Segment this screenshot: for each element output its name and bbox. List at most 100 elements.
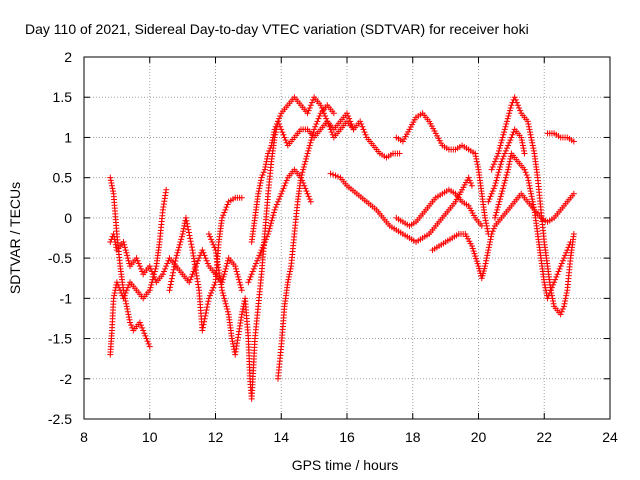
data-point [188, 241, 195, 248]
data-point [551, 279, 558, 286]
data-point [264, 153, 271, 160]
data-point [285, 273, 292, 280]
data-point [302, 185, 309, 192]
series-sat-g [274, 102, 337, 382]
data-point [506, 110, 513, 117]
data-point [306, 196, 313, 203]
data-point [287, 265, 294, 272]
data-point [238, 287, 245, 294]
data-point [517, 107, 524, 114]
data-point [159, 271, 166, 278]
data-point [486, 196, 493, 203]
data-point [329, 131, 336, 138]
data-point [268, 217, 275, 224]
data-point [307, 139, 314, 146]
data-point [209, 239, 216, 246]
x-tick-label: 24 [602, 429, 618, 445]
data-point [284, 279, 291, 286]
data-point [120, 295, 127, 302]
data-point [562, 298, 569, 305]
data-point [286, 271, 293, 278]
data-point [270, 131, 277, 138]
data-point [267, 222, 274, 229]
data-point [256, 185, 263, 192]
data-point [229, 338, 236, 345]
data-point [282, 137, 289, 144]
data-point [310, 96, 317, 103]
data-point [541, 279, 548, 286]
data-point [140, 327, 147, 334]
y-tick-label: -2.5 [48, 411, 72, 427]
data-point [297, 174, 304, 181]
data-point [182, 214, 189, 221]
data-point [468, 182, 475, 189]
data-point [250, 265, 257, 272]
data-point [151, 271, 158, 278]
data-point [474, 260, 481, 267]
data-point [162, 265, 169, 272]
data-point [491, 158, 498, 165]
data-point [209, 287, 216, 294]
data-point [493, 209, 500, 216]
data-point [493, 155, 500, 162]
data-point [276, 115, 283, 122]
data-point [146, 263, 153, 270]
data-point [248, 271, 255, 278]
data-point [263, 158, 270, 165]
data-point [146, 287, 153, 294]
data-point [489, 163, 496, 170]
data-point [473, 155, 480, 162]
x-tick-label: 18 [405, 429, 421, 445]
x-tick-label: 8 [80, 429, 88, 445]
data-point [513, 99, 520, 106]
data-point [121, 244, 128, 251]
data-point [305, 193, 312, 200]
y-tick-label: 0 [64, 210, 72, 226]
data-point [208, 289, 215, 296]
data-point [312, 123, 319, 130]
data-point [472, 150, 479, 157]
data-point [219, 289, 226, 296]
data-point [506, 139, 513, 146]
data-point [490, 185, 497, 192]
data-point [556, 265, 563, 272]
data-point [221, 209, 228, 216]
data-point [563, 289, 570, 296]
data-point [487, 239, 494, 246]
data-point [511, 94, 518, 101]
data-point [230, 340, 237, 347]
data-point [519, 142, 526, 149]
data-point [474, 161, 481, 168]
data-point [187, 238, 194, 245]
data-point [498, 137, 505, 144]
y-axis-title: SDTVAR / TECUs [7, 182, 23, 294]
data-point [347, 118, 354, 125]
data-point [326, 123, 333, 130]
data-point [349, 123, 356, 130]
data-point [527, 129, 534, 136]
data-point [145, 340, 152, 347]
data-point [520, 145, 527, 152]
data-point [262, 161, 269, 168]
data-point [490, 225, 497, 232]
data-point [160, 268, 167, 275]
data-point [305, 107, 312, 114]
data-point [148, 281, 155, 288]
data-point [204, 301, 211, 308]
data-point [220, 273, 227, 280]
data-point [270, 134, 277, 141]
data-point [303, 188, 310, 195]
data-point [124, 252, 131, 259]
data-point [270, 212, 277, 219]
data-point [528, 190, 535, 197]
data-point [269, 214, 276, 221]
data-point [184, 223, 191, 230]
data-point [348, 121, 355, 128]
data-point [204, 260, 211, 267]
data-point [136, 263, 143, 270]
data-point [255, 190, 262, 197]
data-point [122, 247, 129, 254]
data-point [202, 309, 209, 316]
data-point [265, 230, 272, 237]
data-point [487, 193, 494, 200]
